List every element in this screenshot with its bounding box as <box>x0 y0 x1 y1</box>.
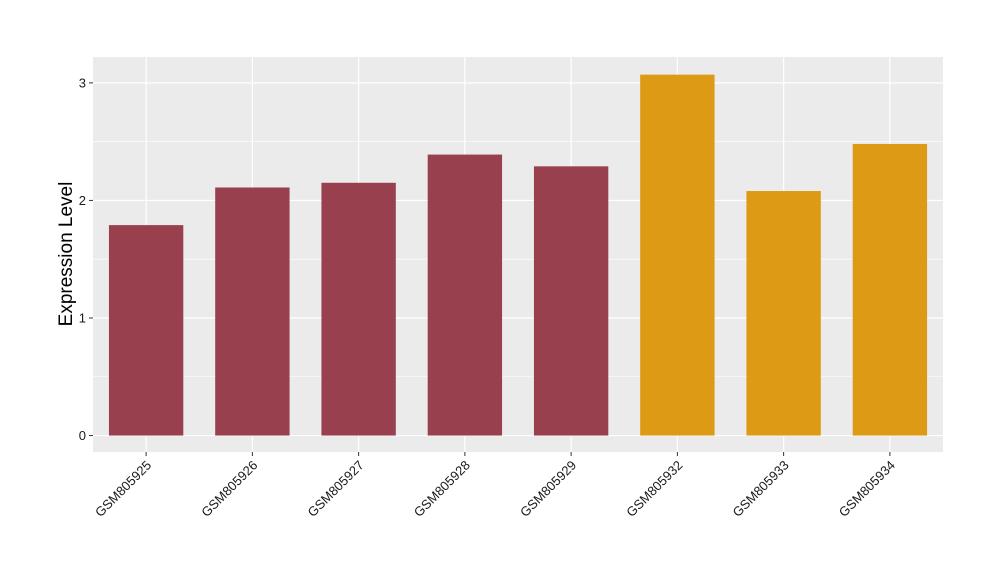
x-tick-label: GSM805926 <box>198 458 260 520</box>
bar-gsm805933 <box>746 191 821 436</box>
y-tick-label: 0 <box>79 428 86 443</box>
bar-gsm805927 <box>321 182 396 436</box>
x-tick-label: GSM805932 <box>623 458 685 520</box>
x-tick-label: GSM805927 <box>305 458 367 520</box>
y-tick-label: 1 <box>79 310 86 325</box>
bar-gsm805934 <box>852 143 928 436</box>
x-tick-label: GSM805929 <box>517 458 579 520</box>
bar-gsm805928 <box>427 154 503 436</box>
bar-gsm805925 <box>108 225 184 436</box>
y-axis-title: Expression Level <box>56 182 77 327</box>
y-tick-label: 3 <box>79 75 86 90</box>
x-tick-label: GSM805928 <box>411 458 473 520</box>
y-axis: 0 1 2 3 <box>79 75 93 443</box>
y-tick-label: 2 <box>79 193 86 208</box>
x-axis: GSM805925 GSM805926 GSM805927 GSM805928 GSM8… <box>92 452 898 520</box>
bar-gsm805929 <box>533 166 609 436</box>
x-tick-label: GSM805934 <box>836 458 898 520</box>
x-tick-label: GSM805925 <box>92 458 154 520</box>
x-tick-label: GSM805933 <box>730 458 792 520</box>
bar-gsm805926 <box>215 187 290 436</box>
bar-gsm805932 <box>640 74 715 436</box>
bars <box>108 74 928 436</box>
